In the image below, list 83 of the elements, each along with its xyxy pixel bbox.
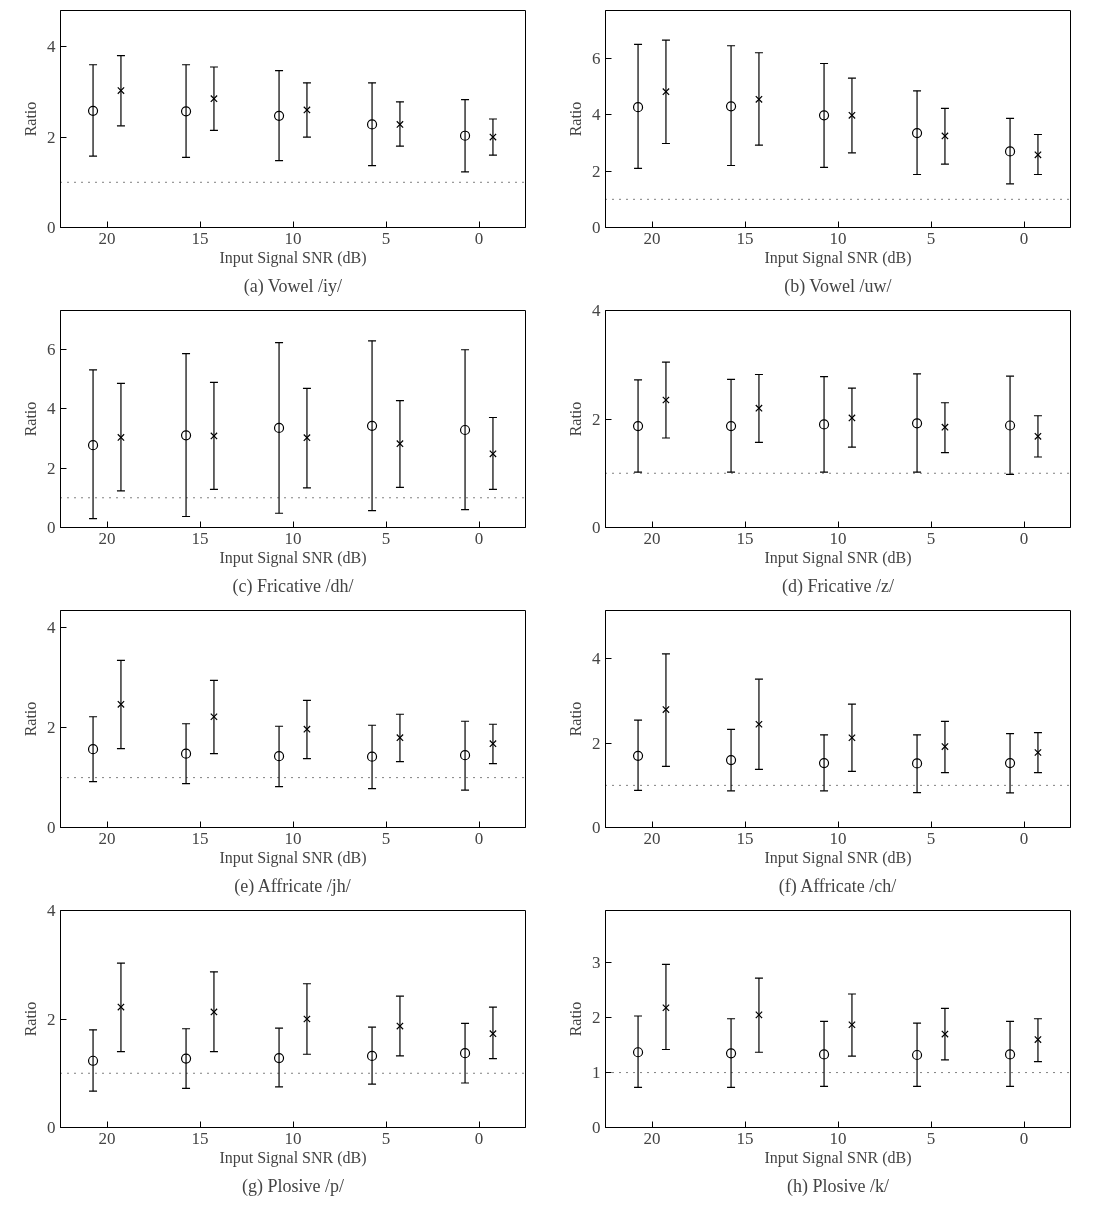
x-tick-label: 0	[474, 228, 484, 248]
x-tick-label: 15	[191, 228, 209, 248]
text: (e) Affricate /jh/	[234, 875, 351, 897]
x-tick-label: 0	[1019, 828, 1029, 848]
x-tick-label: 5	[381, 528, 391, 548]
text: (d) Fricative /z/	[782, 575, 894, 597]
x-tick-label: 0	[474, 528, 484, 548]
y-tick-label: 4	[592, 105, 601, 125]
x-axis-title: Input Signal SNR (dB)	[764, 548, 912, 567]
x-tick-label: 10	[284, 528, 302, 548]
x-tick-label: 5	[381, 1128, 391, 1148]
y-axis-title: Ratio	[567, 401, 584, 437]
x-tick-label: 15	[736, 1128, 754, 1148]
x-tick-label: 5	[381, 228, 391, 248]
x-tick-label: 0	[1019, 528, 1029, 548]
x-tick-label: 20	[98, 1128, 116, 1148]
x-tick-label: 5	[926, 828, 936, 848]
x-tick-label: 10	[284, 228, 302, 248]
y-tick-label: 4	[592, 649, 601, 669]
y-axis-title: Ratio	[22, 701, 39, 737]
x-axis-title: Input Signal SNR (dB)	[219, 848, 367, 867]
x-axis-title: Input Signal SNR (dB)	[764, 248, 912, 267]
x-tick-label: 15	[191, 528, 209, 548]
y-tick-label: 2	[47, 127, 56, 147]
x-tick-label: 0	[1019, 1128, 1029, 1148]
x-tick-label: 10	[284, 828, 302, 848]
y-axis-title: Ratio	[22, 101, 39, 137]
y-axis-title: Ratio	[22, 401, 39, 437]
x-axis-title: Input Signal SNR (dB)	[219, 248, 367, 267]
text: (b) Vowel /uw/	[784, 275, 892, 297]
x-tick-label: 5	[926, 1128, 936, 1148]
y-tick-label: 2	[592, 733, 601, 753]
x-tick-label: 10	[284, 1128, 302, 1148]
y-tick-label: 4	[47, 901, 56, 920]
y-tick-label: 4	[47, 399, 56, 419]
y-axis-title: Ratio	[567, 101, 584, 137]
x-axis-title: Input Signal SNR (dB)	[219, 548, 367, 567]
x-tick-label: 20	[98, 528, 116, 548]
text: (f) Affricate /ch/	[778, 875, 897, 897]
x-tick-label: 20	[98, 828, 116, 848]
x-axis-title: Input Signal SNR (dB)	[764, 848, 912, 867]
y-axis-title: Ratio	[567, 1001, 584, 1037]
y-axis-title: Ratio	[567, 701, 584, 737]
x-tick-label: 20	[643, 828, 661, 848]
y-tick-label: 1	[592, 1063, 601, 1083]
y-tick-label: 2	[47, 718, 56, 738]
y-axis-title: Ratio	[22, 1001, 39, 1037]
x-tick-label: 10	[829, 828, 847, 848]
x-tick-label: 15	[191, 1128, 209, 1148]
y-tick-label: 3	[592, 953, 601, 973]
y-tick-label: 6	[47, 339, 56, 359]
y-tick-label: 2	[47, 1009, 56, 1029]
x-tick-label: 20	[643, 528, 661, 548]
y-tick-label: 6	[592, 48, 601, 68]
x-axis-title: Input Signal SNR (dB)	[219, 1148, 367, 1167]
x-tick-label: 15	[736, 828, 754, 848]
x-axis-title: Input Signal SNR (dB)	[764, 1148, 912, 1167]
x-tick-label: 0	[474, 828, 484, 848]
x-tick-label: 20	[98, 228, 116, 248]
x-tick-label: 5	[381, 828, 391, 848]
text: (c) Fricative /dh/	[232, 575, 354, 597]
y-tick-label: 2	[592, 161, 601, 181]
y-tick-label: 4	[47, 37, 56, 57]
x-tick-label: 20	[643, 1128, 661, 1148]
x-tick-label: 15	[191, 828, 209, 848]
y-tick-label: 4	[592, 301, 601, 320]
x-tick-label: 10	[829, 528, 847, 548]
x-tick-label: 20	[643, 228, 661, 248]
x-tick-label: 15	[736, 228, 754, 248]
x-tick-label: 0	[474, 1128, 484, 1148]
y-tick-label: 2	[592, 1008, 601, 1028]
y-tick-label: 2	[592, 409, 601, 429]
text: (g) Plosive /p/	[242, 1175, 344, 1197]
text: (a) Vowel /iy/	[243, 275, 342, 297]
x-tick-label: 10	[829, 228, 847, 248]
y-tick-label: 4	[47, 618, 56, 638]
x-tick-label: 10	[829, 1128, 847, 1148]
x-tick-label: 15	[736, 528, 754, 548]
x-tick-label: 5	[926, 228, 936, 248]
x-tick-label: 5	[926, 528, 936, 548]
y-tick-label: 2	[47, 458, 56, 478]
text: (h) Plosive /k/	[787, 1175, 889, 1197]
x-tick-label: 0	[1019, 228, 1029, 248]
